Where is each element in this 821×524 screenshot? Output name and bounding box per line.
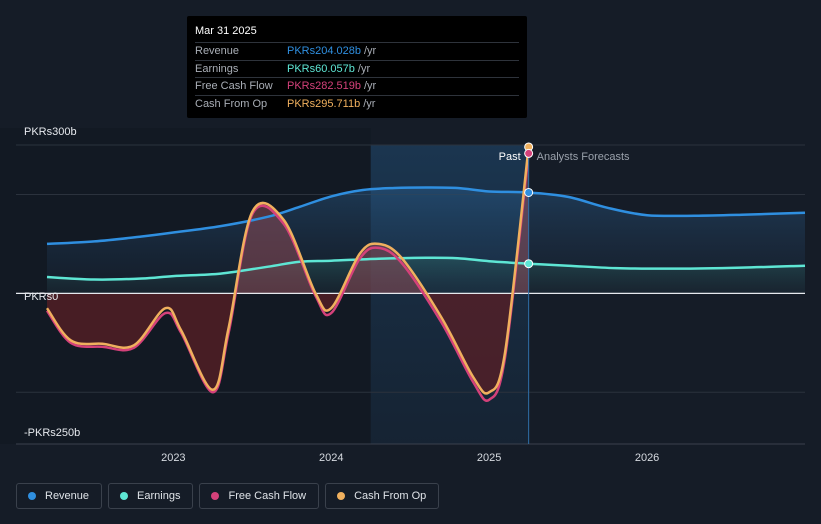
free-cash-flow-dot-icon [211,492,220,500]
cash-from-op-dot-icon [337,492,346,500]
revenue-line [46,186,806,246]
tooltip-value: PKRs282.519b [287,80,361,92]
revenue-marker [524,187,534,197]
legend-item-free-cash-flow[interactable]: Free Cash Flow [199,483,320,509]
cash-area-negative [47,293,529,394]
tooltip-value: PKRs204.028b [287,45,361,57]
tooltip-row-revenue: Revenue PKRs204.028b /yr [195,42,519,60]
legend-label: Revenue [45,490,90,502]
tooltip-date: Mar 31 2025 [195,25,257,37]
earnings-dot-icon [120,492,129,500]
legend-item-earnings[interactable]: Earnings [108,483,194,509]
cash-area-positive [234,147,529,294]
x-tick-label: 2026 [635,452,659,464]
cash-from-op-area-negative [47,293,529,394]
forecast-label: Analysts Forecasts [537,151,630,163]
tooltip-value: PKRs60.057b [287,62,355,75]
tooltip-unit: /yr [363,97,376,110]
past-label: Past [499,151,521,163]
cash-from-op-area-positive [234,147,529,294]
tooltip-label: Cash From Op [195,97,268,110]
tooltip-row-earnings: Earnings PKRs60.057b /yr [195,59,519,78]
earnings-marker [524,259,534,269]
legend-label: Earnings [137,490,181,502]
legend-item-revenue[interactable]: Revenue [16,483,103,509]
tooltip-label: Free Cash Flow [195,80,273,92]
x-tick-label: 2024 [319,452,343,464]
tooltip-value: PKRs295.711b [287,97,361,110]
y-tick-label: PKRs300b [24,126,77,138]
legend: Revenue Earnings Free Cash Flow Cash Fro… [16,483,440,509]
x-tick-label: 2023 [161,452,185,464]
tooltip: Mar 31 2025 Revenue PKRs204.028b /yr Ear… [187,16,527,118]
y-tick-label: PKRs0 [24,291,58,303]
revenue-dot-icon [28,492,36,500]
legend-label: Free Cash Flow [228,490,307,502]
legend-item-cash-from-op[interactable]: Cash From Op [325,483,440,509]
tooltip-row-fcf: Free Cash Flow PKRs282.519b /yr [195,77,519,95]
free-cash-flow-marker [524,148,534,158]
tooltip-row-cfo: Cash From Op PKRs295.711b /yr [195,94,519,113]
x-tick-label: 2025 [477,452,501,464]
tooltip-label: Revenue [195,45,240,57]
legend-label: Cash From Op [354,490,427,502]
tooltip-unit: /yr [364,45,377,57]
tooltip-unit: /yr [357,62,371,75]
cash-from-op-line [45,146,530,395]
tooltip-unit: /yr [364,80,377,92]
y-tick-label: -PKRs250b [24,427,80,439]
tooltip-label: Earnings [195,62,239,75]
